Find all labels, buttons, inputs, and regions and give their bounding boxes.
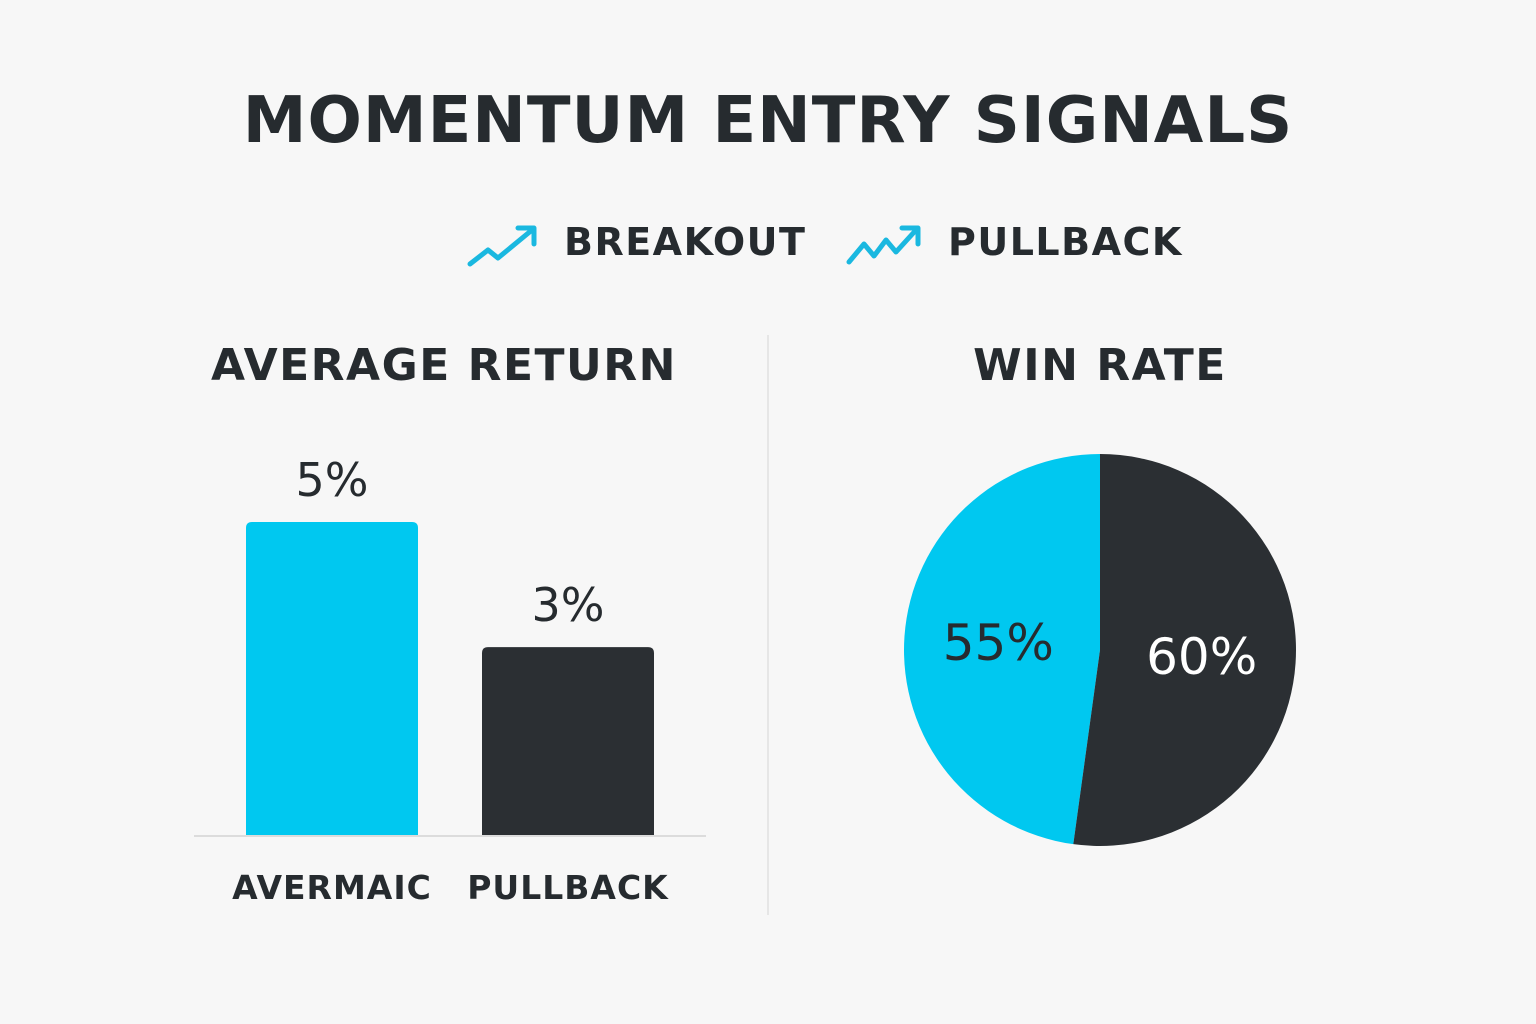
- bar-chart: 5% AVERMAIC 3% PULLBACK: [194, 453, 706, 907]
- bar-category-label: AVERMAIC: [232, 868, 432, 907]
- pie-label-second: 60%: [1146, 628, 1257, 686]
- pie-chart: 55% 60%: [904, 454, 1296, 846]
- bar-chart-title: AVERAGE RETURN: [211, 340, 677, 391]
- legend: BREAKOUT PULLBACK: [0, 212, 1536, 272]
- legend-label-pullback: PULLBACK: [948, 220, 1183, 264]
- bar-value-label: 3%: [532, 578, 605, 632]
- bar-category-label: PULLBACK: [467, 868, 669, 907]
- trend-up-arrow-icon: [467, 225, 537, 267]
- page-title: MOMENTUM ENTRY SIGNALS: [242, 84, 1294, 158]
- zigzag-up-arrow-icon: [846, 225, 921, 265]
- pie-chart-title: WIN RATE: [973, 340, 1227, 391]
- bar-first: [246, 521, 418, 835]
- legend-label-breakout: BREAKOUT: [564, 220, 807, 264]
- bar-second: [482, 647, 654, 835]
- bar-value-label: 5%: [296, 453, 369, 507]
- pie-label-first: 55%: [943, 614, 1054, 672]
- pie-slice-first: [904, 454, 1100, 845]
- pie-slice-second: [1073, 454, 1296, 846]
- panel-divider: [767, 335, 769, 915]
